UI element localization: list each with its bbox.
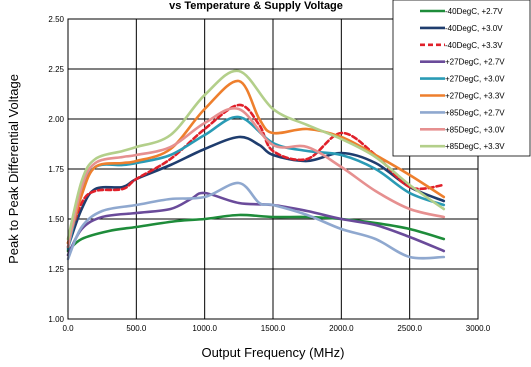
x-axis-title: Output Frequency (MHz) <box>201 345 344 360</box>
y-tick-label: 2.50 <box>48 15 64 24</box>
series-line <box>66 106 446 249</box>
legend-label: -40DegC, +3.3V <box>445 41 503 50</box>
legend-label: +27DegC, +2.7V <box>445 58 505 67</box>
series-line <box>66 103 446 245</box>
series-lines <box>66 69 446 261</box>
chart-title: vs Temperature & Supply Voltage <box>169 0 343 12</box>
series-line <box>66 213 446 253</box>
series-line <box>66 69 446 241</box>
x-tick-label: 2500.0 <box>397 324 422 333</box>
legend-label: +27DegC, +3.3V <box>445 92 505 101</box>
series-line <box>66 135 446 249</box>
series-line <box>66 79 446 245</box>
tick-labels: 0.0 500.0 1000.0 1500.0 2000.0 2500.0 3000.0 1.… <box>48 15 490 333</box>
y-tick-label: 1.50 <box>48 215 64 224</box>
y-tick-label: 2.25 <box>48 65 64 74</box>
legend-label: +85DegC, +3.3V <box>445 142 505 151</box>
x-tick-label: 1500.0 <box>261 324 286 333</box>
y-axis-title: Peak to Peak Differential Voltage <box>6 74 21 264</box>
plot-area-frame <box>67 18 479 320</box>
legend-label: -40DegC, +2.7V <box>445 7 503 16</box>
legend-label: +27DegC, +3.0V <box>445 75 505 84</box>
legend-label: -40DegC, +3.0V <box>445 24 503 33</box>
x-tick-label: 2000.0 <box>329 324 354 333</box>
legend-label: +85DegC, +3.0V <box>445 125 505 134</box>
x-tick-label: 3000.0 <box>466 324 491 333</box>
x-tick-label: 1000.0 <box>192 324 217 333</box>
y-tick-label: 2.00 <box>48 115 64 124</box>
legend: -40DegC, +2.7V -40DegC, +3.0V -40DegC, +3.… <box>392 0 531 157</box>
x-tick-label: 0.0 <box>62 324 74 333</box>
y-tick-label: 1.25 <box>48 265 64 274</box>
y-tick-label: 1.75 <box>48 165 64 174</box>
legend-label: +85DegC, +2.7V <box>445 108 505 117</box>
y-tick-label: 1.00 <box>48 315 64 324</box>
legend-box <box>392 0 531 157</box>
series-line <box>66 191 446 257</box>
series-line <box>66 181 446 261</box>
x-tick-label: 500.0 <box>126 324 147 333</box>
